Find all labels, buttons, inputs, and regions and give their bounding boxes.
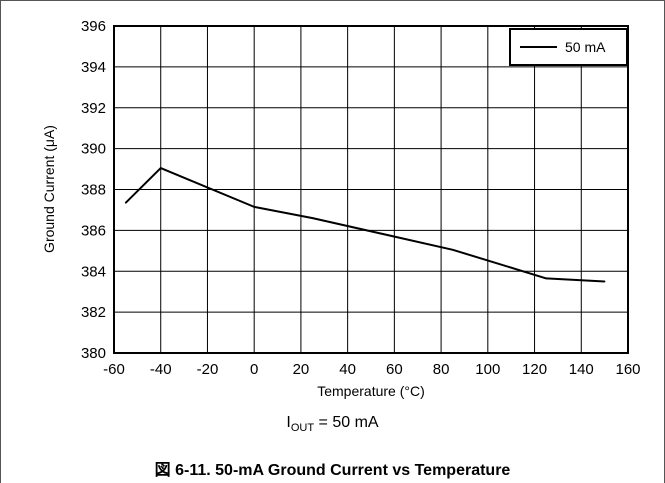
data-point-0-6 xyxy=(603,280,606,283)
x-tick-label-7: 80 xyxy=(433,361,450,378)
data-point-0-5 xyxy=(545,277,548,280)
y-tick-label-8: 396 xyxy=(81,18,106,35)
test-condition: IOUT = 50 mA xyxy=(0,414,665,434)
data-point-0-2 xyxy=(253,206,255,208)
x-tick-label-9: 120 xyxy=(522,361,547,378)
legend-label: 50 mA xyxy=(565,39,606,55)
series-line-0 xyxy=(124,167,605,283)
data-point-0-4 xyxy=(451,248,454,251)
y-tick-labels: 380 382 384 386 388 390 392 394 396 xyxy=(81,18,106,362)
x-tick-labels: -60 -40 -20 0 20 40 60 80 100 120 140 160 xyxy=(103,361,640,378)
y-tick-label-6: 392 xyxy=(81,100,106,117)
y-tick-label-2: 384 xyxy=(81,263,106,280)
x-tick-label-6: 60 xyxy=(386,361,403,378)
y-tick-label-4: 388 xyxy=(81,182,106,199)
x-tick-label-10: 140 xyxy=(569,361,594,378)
y-tick-label-3: 386 xyxy=(81,222,106,239)
grid-lines xyxy=(113,25,629,354)
legend: 50 mA xyxy=(509,28,628,66)
figure-caption: 図 6-11. 50-mA Ground Current vs Temperat… xyxy=(154,462,511,479)
data-point-0-3 xyxy=(311,217,314,219)
y-tick-label-0: 380 xyxy=(81,345,106,362)
y-tick-label-5: 390 xyxy=(81,141,106,158)
condition-subscript: OUT xyxy=(290,422,315,435)
x-axis-title: Temperature (°C) xyxy=(317,383,425,399)
x-tick-label-2: -20 xyxy=(197,361,219,378)
y-axis-title: Ground Current (μA) xyxy=(41,125,57,253)
plot-area-border xyxy=(113,25,629,354)
x-tick-label-1: -40 xyxy=(150,361,172,378)
condition-suffix: = 50 mA xyxy=(314,414,379,431)
series-group xyxy=(124,167,606,283)
x-tick-label-3: 0 xyxy=(250,361,258,378)
x-tick-label-4: 20 xyxy=(293,361,310,378)
data-point-0-1 xyxy=(159,167,162,169)
y-tick-label-7: 394 xyxy=(81,59,106,76)
condition-prefix: I xyxy=(286,414,291,431)
y-tick-label-1: 382 xyxy=(81,304,106,321)
x-tick-label-11: 160 xyxy=(615,361,640,378)
data-point-0-0 xyxy=(124,201,127,204)
x-tick-label-5: 40 xyxy=(339,361,356,378)
x-tick-label-0: -60 xyxy=(103,361,125,378)
x-tick-label-8: 100 xyxy=(475,361,500,378)
